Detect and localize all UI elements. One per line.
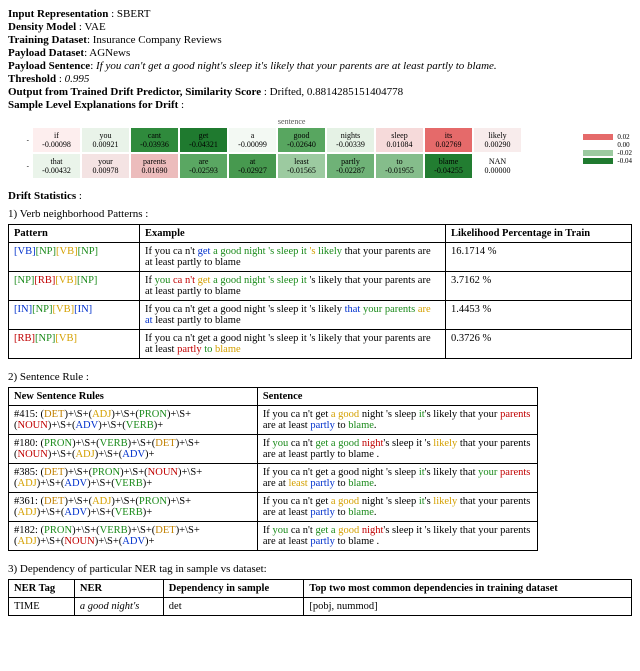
output-value: Drifted, 0.8814285151404778: [270, 86, 404, 98]
table-row: #361: (DET)+\S+(ADJ)+\S+(PRON)+\S+(ADJ)+…: [9, 493, 538, 522]
rule-cell: #180: (PRON)+\S+(VERB)+\S+(DET)+\S+(NOUN…: [9, 435, 258, 464]
threshold-label: Threshold: [8, 73, 56, 85]
sample-expl-label: Sample Level Explanations for Drift: [8, 99, 178, 111]
pattern-cell: [NP][RB][VB][NP]: [9, 272, 140, 301]
rule-cell: #361: (DET)+\S+(ADJ)+\S+(PRON)+\S+(ADJ)+…: [9, 493, 258, 522]
sentence-rule-table: New Sentence Rules Sentence #415: (DET)+…: [8, 387, 538, 551]
table-row: [RB][NP][VB]If you ca n't get a good nig…: [9, 330, 632, 359]
table-row: #182: (PRON)+\S+(VERB)+\S+(DET)+\S+(ADJ)…: [9, 522, 538, 551]
payload-sent-value: If you can't get a good night's sleep it…: [96, 60, 497, 72]
heatmap-cell: at-0.02927: [228, 153, 277, 179]
heatmap-legend: 0.020.00-0.02-0.04: [583, 133, 632, 165]
heatmap-cell: NAN0.00000: [473, 153, 522, 179]
heatmap-title: sentence: [8, 117, 575, 126]
ner-top-cell: [pobj, nummod]: [304, 598, 632, 616]
table-row: TIMEa good night'sdet[pobj, nummod]: [9, 598, 632, 616]
example-cell: If you ca n't get a good night 's sleep …: [140, 243, 446, 272]
verb-th-pattern: Pattern: [9, 225, 140, 243]
heatmap-cell: get-0.04321: [179, 127, 228, 153]
heatmap-table: -if-0.00098you0.00921cant-0.03936get-0.0…: [8, 126, 523, 180]
ner-section-label: 3) Dependency of particular NER tag in s…: [8, 563, 632, 575]
legend-row: -0.02: [583, 149, 632, 157]
heatmap-cell: good-0.02640: [277, 127, 326, 153]
heatmap-row-label: -: [9, 127, 32, 153]
legend-row: 0.00: [583, 141, 632, 149]
ner-th-top: Top two most common dependencies in trai…: [304, 580, 632, 598]
heatmap-cell: a-0.00099: [228, 127, 277, 153]
heatmap-cell: your0.00978: [81, 153, 130, 179]
likelihood-cell: 3.7162 %: [446, 272, 632, 301]
verb-th-example: Example: [140, 225, 446, 243]
pattern-cell: [RB][NP][VB]: [9, 330, 140, 359]
heatmap-cell: are-0.02593: [179, 153, 228, 179]
heatmap-cell: parents0.01690: [130, 153, 179, 179]
table-row: #415: (DET)+\S+(ADJ)+\S+(PRON)+\S+(NOUN)…: [9, 406, 538, 435]
rule-th-rules: New Sentence Rules: [9, 388, 258, 406]
heatmap-cell: if-0.00098: [32, 127, 81, 153]
heatmap-cell: cant-0.03936: [130, 127, 179, 153]
drift-stats-label: Drift Statistics: [8, 190, 76, 202]
payload-ds-label: Payload Dataset: [8, 47, 84, 59]
heatmap-cell: you0.00921: [81, 127, 130, 153]
input-rep-value: SBERT: [117, 8, 151, 20]
ner-th-dep: Dependency in sample: [163, 580, 304, 598]
table-row: [NP][RB][VB][NP]If you ca n't get a good…: [9, 272, 632, 301]
table-row: [VB][NP][VB][NP]If you ca n't get a good…: [9, 243, 632, 272]
meta-block: Input Representation : SBERT Density Mod…: [8, 8, 632, 111]
payload-ds-value: AGNews: [89, 47, 130, 59]
likelihood-cell: 1.4453 %: [446, 301, 632, 330]
example-cell: If you ca n't get a good night 's sleep …: [140, 301, 446, 330]
rule-th-sentence: Sentence: [257, 388, 538, 406]
density-label: Density Model: [8, 21, 76, 33]
ner-value-cell: a good night's: [74, 598, 163, 616]
heatmap-cell: that-0.00432: [32, 153, 81, 179]
input-rep-label: Input Representation: [8, 8, 108, 20]
verb-pattern-table: Pattern Example Likelihood Percentage in…: [8, 224, 632, 359]
verb-th-likelihood: Likelihood Percentage in Train: [446, 225, 632, 243]
likelihood-cell: 0.3726 %: [446, 330, 632, 359]
ner-dep-cell: det: [163, 598, 304, 616]
rule-cell: #385: (DET)+\S+(PRON)+\S+(NOUN)+\S+(ADJ)…: [9, 464, 258, 493]
pattern-cell: [VB][NP][VB][NP]: [9, 243, 140, 272]
output-label: Output from Trained Drift Predictor, Sim…: [8, 86, 261, 98]
sentence-cell: If you ca n't get a good night's sleep i…: [257, 522, 538, 551]
sentence-cell: If you ca n't get a good night 's sleep …: [257, 493, 538, 522]
heatmap-cell: partly-0.02287: [326, 153, 375, 179]
threshold-value: 0.995: [65, 73, 90, 85]
table-row: #385: (DET)+\S+(PRON)+\S+(NOUN)+\S+(ADJ)…: [9, 464, 538, 493]
sentence-cell: If you ca n't get a good night 's sleep …: [257, 406, 538, 435]
ner-tag-cell: TIME: [9, 598, 75, 616]
heatmap-cell: its0.02769: [424, 127, 473, 153]
ner-dependency-table: NER Tag NER Dependency in sample Top two…: [8, 579, 632, 616]
heatmap-cell: blame-0.04255: [424, 153, 473, 179]
sentence-cell: If you ca n't get a good night 's sleep …: [257, 464, 538, 493]
train-ds-value: Insurance Company Reviews: [93, 34, 222, 46]
ner-th-tag: NER Tag: [9, 580, 75, 598]
heatmap-row-label: -: [9, 153, 32, 179]
heatmap-cell: least-0.01565: [277, 153, 326, 179]
rule-cell: #415: (DET)+\S+(ADJ)+\S+(PRON)+\S+(NOUN)…: [9, 406, 258, 435]
heatmap-container: sentence -if-0.00098you0.00921cant-0.039…: [8, 117, 632, 180]
train-ds-label: Training Dataset: [8, 34, 87, 46]
sentence-rule-label: 2) Sentence Rule :: [8, 371, 632, 383]
verb-section-label: 1) Verb neighborhood Patterns :: [8, 208, 632, 220]
likelihood-cell: 16.1714 %: [446, 243, 632, 272]
heatmap-cell: nights-0.00339: [326, 127, 375, 153]
pattern-cell: [IN][NP][VB][IN]: [9, 301, 140, 330]
table-row: [IN][NP][VB][IN]If you ca n't get a good…: [9, 301, 632, 330]
heatmap-cell: sleep0.01084: [375, 127, 424, 153]
density-value: VAE: [85, 21, 106, 33]
ner-th-ner: NER: [74, 580, 163, 598]
sentence-cell: If you ca n't get a good night's sleep i…: [257, 435, 538, 464]
example-cell: If you ca n't get a good night 's sleep …: [140, 272, 446, 301]
legend-row: 0.02: [583, 133, 632, 141]
table-row: #180: (PRON)+\S+(VERB)+\S+(DET)+\S+(NOUN…: [9, 435, 538, 464]
example-cell: If you ca n't get a good night 's sleep …: [140, 330, 446, 359]
legend-row: -0.04: [583, 157, 632, 165]
heatmap-cell: to-0.01955: [375, 153, 424, 179]
rule-cell: #182: (PRON)+\S+(VERB)+\S+(DET)+\S+(ADJ)…: [9, 522, 258, 551]
payload-sent-label: Payload Sentence: [8, 60, 90, 72]
heatmap-cell: likely0.00290: [473, 127, 522, 153]
